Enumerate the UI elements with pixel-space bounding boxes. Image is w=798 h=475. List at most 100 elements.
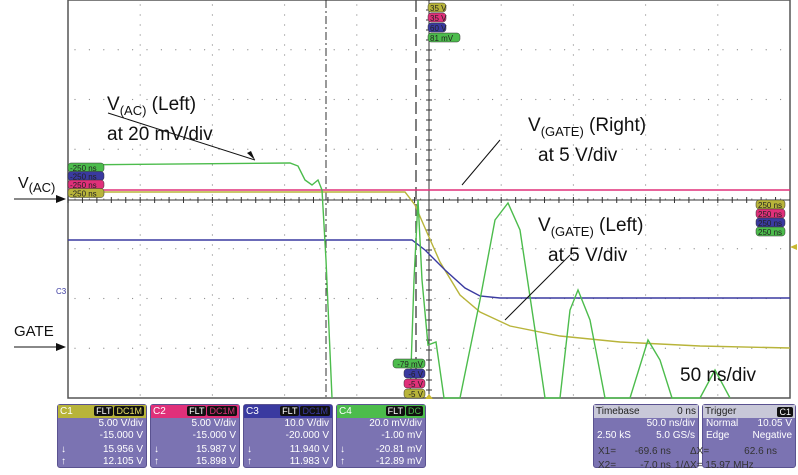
grid-dot	[717, 254, 719, 256]
channel-panel-c2[interactable]: C2 FLT DC1M 5.00 V/div -15.000 V ↓ 15.987 V…	[150, 404, 240, 468]
grid-dot	[645, 34, 647, 36]
up-arrow-icon: ↑	[154, 456, 159, 467]
grid-dot	[74, 49, 76, 51]
grid-dot	[356, 394, 358, 396]
grid-dot	[175, 347, 177, 349]
timebase-panel[interactable]: Timebase 0 ns 50.0 ns/div 2.50 kS 5.0 GS/s	[593, 404, 699, 468]
grid-dot	[578, 347, 580, 349]
channel-scale: 10.0 V/div	[284, 418, 329, 429]
grid-dot	[276, 49, 278, 51]
grid-dot	[751, 49, 753, 51]
grid-dot	[636, 198, 638, 200]
grid-dot	[500, 14, 502, 16]
grid-dot	[362, 198, 364, 200]
channel-measure-up: -12.89 mV	[375, 456, 422, 467]
grid-dot	[717, 44, 719, 46]
grid-dot	[356, 234, 358, 236]
grid-dot	[232, 198, 234, 200]
grid-dot	[319, 49, 321, 51]
grid-dot	[304, 347, 306, 349]
grid-dot	[520, 198, 523, 200]
channel-panel-c4[interactable]: C4 FLT DC 20.0 mV/div -1.00 mV ↓ -20.81 mV …	[336, 404, 426, 468]
left-label-c3: -250 ns	[70, 173, 97, 182]
grid-dot	[356, 224, 358, 226]
grid-dot	[139, 104, 141, 106]
channel-panel-c1[interactable]: C1 FLT DC1M 5.00 V/div -15.000 V ↓ 15.956 V…	[57, 404, 147, 468]
grid-dot	[261, 248, 263, 250]
grid-dot	[319, 248, 321, 250]
grid-dot	[211, 324, 213, 326]
grid-dot	[645, 124, 647, 126]
grid-dot	[477, 347, 479, 349]
top-label-c2: 35 V	[430, 14, 447, 23]
grid-dot	[88, 248, 90, 250]
grid-dot	[679, 98, 681, 101]
grid-dot	[284, 24, 286, 26]
grid-dot	[218, 297, 220, 300]
trigger-panel[interactable]: Trigger C1 Normal 10.05 V Edge Negative	[702, 404, 796, 468]
grid-dot	[284, 234, 286, 236]
trace-c4	[67, 162, 333, 399]
grid-dot	[261, 148, 263, 150]
grid-dot	[139, 174, 141, 176]
grid-dot	[708, 98, 710, 101]
grid-dot	[500, 354, 502, 356]
grid-dot	[333, 198, 335, 200]
grid-dot	[74, 98, 76, 101]
grid-dot	[356, 334, 358, 336]
grid-dot	[356, 4, 358, 6]
grid-dot	[356, 374, 358, 376]
grid-dot	[477, 98, 479, 101]
grid-dot	[376, 49, 378, 51]
grid-dot	[664, 49, 667, 51]
grid-dot	[717, 64, 719, 66]
grid-dot	[722, 148, 724, 150]
grid-dot	[211, 14, 213, 16]
channel-panel-c3[interactable]: C3 FLT DC1M 10.0 V/div -20.000 V ↓ 11.940 V…	[243, 404, 333, 468]
bottom-label-c2-bg	[403, 378, 426, 389]
cursor-x1: X1= -69.6 ns	[598, 446, 671, 457]
grid-dot	[204, 297, 206, 300]
grid-dot	[765, 198, 767, 200]
grid-dot	[362, 98, 364, 101]
grid-dot	[261, 198, 263, 200]
grid-dot	[679, 198, 681, 200]
channel-measure-down: 11.940 V	[289, 444, 329, 455]
grid-dot	[506, 248, 508, 250]
grid-dot	[284, 124, 286, 126]
grid-dot	[736, 98, 739, 101]
grid-dot	[780, 98, 782, 101]
grid-dot	[572, 134, 575, 136]
grid-dot	[645, 304, 647, 306]
grid-dot	[139, 74, 141, 76]
grid-dot	[304, 98, 306, 101]
grid-dot	[506, 148, 508, 150]
grid-dot	[500, 334, 502, 336]
grid-dot	[211, 124, 213, 126]
grid-dot	[139, 384, 141, 386]
grid-dot	[139, 374, 141, 376]
grid-dot	[284, 64, 286, 66]
grid-dot	[717, 144, 719, 146]
grid-dot	[572, 224, 575, 226]
bottom-label-c1: -5 V	[408, 390, 423, 399]
sample-count: 2.50 kS	[597, 430, 631, 441]
grid-dot	[189, 347, 191, 349]
grid-dot	[578, 49, 580, 51]
grid-dot	[572, 304, 575, 306]
grid-dot	[284, 324, 286, 326]
grid-dot	[139, 44, 141, 46]
grid-dot	[211, 24, 213, 26]
annotation-vac-left: V(AC) (Left) at 20 mV/div	[107, 94, 213, 145]
grid-dot	[139, 114, 141, 116]
grid-dot	[572, 74, 575, 76]
grid-dot	[356, 64, 358, 66]
grid-dot	[500, 294, 502, 296]
grid-dot	[572, 64, 575, 66]
grid-dot	[211, 224, 213, 226]
grid-dot	[448, 347, 450, 349]
waveform-display: 35 V35 V60 V81 mV-250 ns-250 ns-250 ns-2…	[14, 0, 797, 399]
grid-dot	[356, 364, 358, 366]
trigger-level-marker	[790, 244, 797, 250]
grid-dot	[204, 198, 206, 200]
